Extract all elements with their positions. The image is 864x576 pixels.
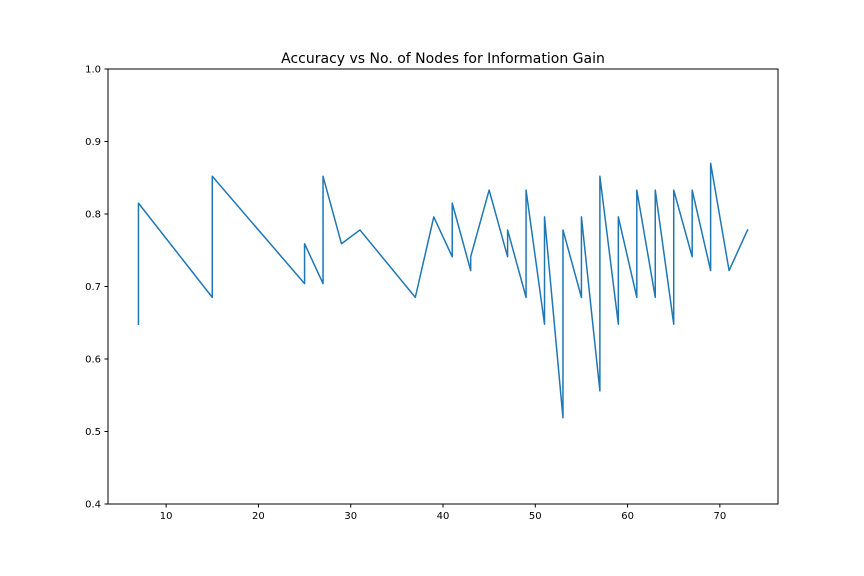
y-tick-label: 0.7 — [85, 282, 101, 293]
y-tick-label: 0.5 — [85, 427, 101, 438]
x-tick-label: 30 — [344, 511, 357, 522]
x-tick-label: 50 — [529, 511, 542, 522]
x-tick-label: 20 — [252, 511, 265, 522]
x-tick-label: 60 — [621, 511, 634, 522]
plot-frame — [107, 68, 779, 505]
x-axis: 10 20 30 40 50 60 70 — [160, 504, 726, 522]
y-tick-label: 0.9 — [85, 137, 101, 148]
y-tick-label: 0.4 — [85, 500, 101, 511]
y-axis: 0.4 0.5 0.6 0.7 0.8 0.9 1.0 — [85, 65, 108, 511]
y-tick-label: 1.0 — [85, 65, 101, 76]
x-tick-label: 70 — [713, 511, 726, 522]
chart-title: Accuracy vs No. of Nodes for Information… — [281, 51, 605, 67]
y-tick-label: 0.8 — [85, 210, 101, 221]
accuracy-series-line — [137, 162, 749, 419]
series-layer — [137, 162, 749, 419]
y-tick-label: 0.6 — [85, 355, 101, 366]
x-tick-label: 40 — [437, 511, 450, 522]
x-tick-label: 10 — [160, 511, 173, 522]
